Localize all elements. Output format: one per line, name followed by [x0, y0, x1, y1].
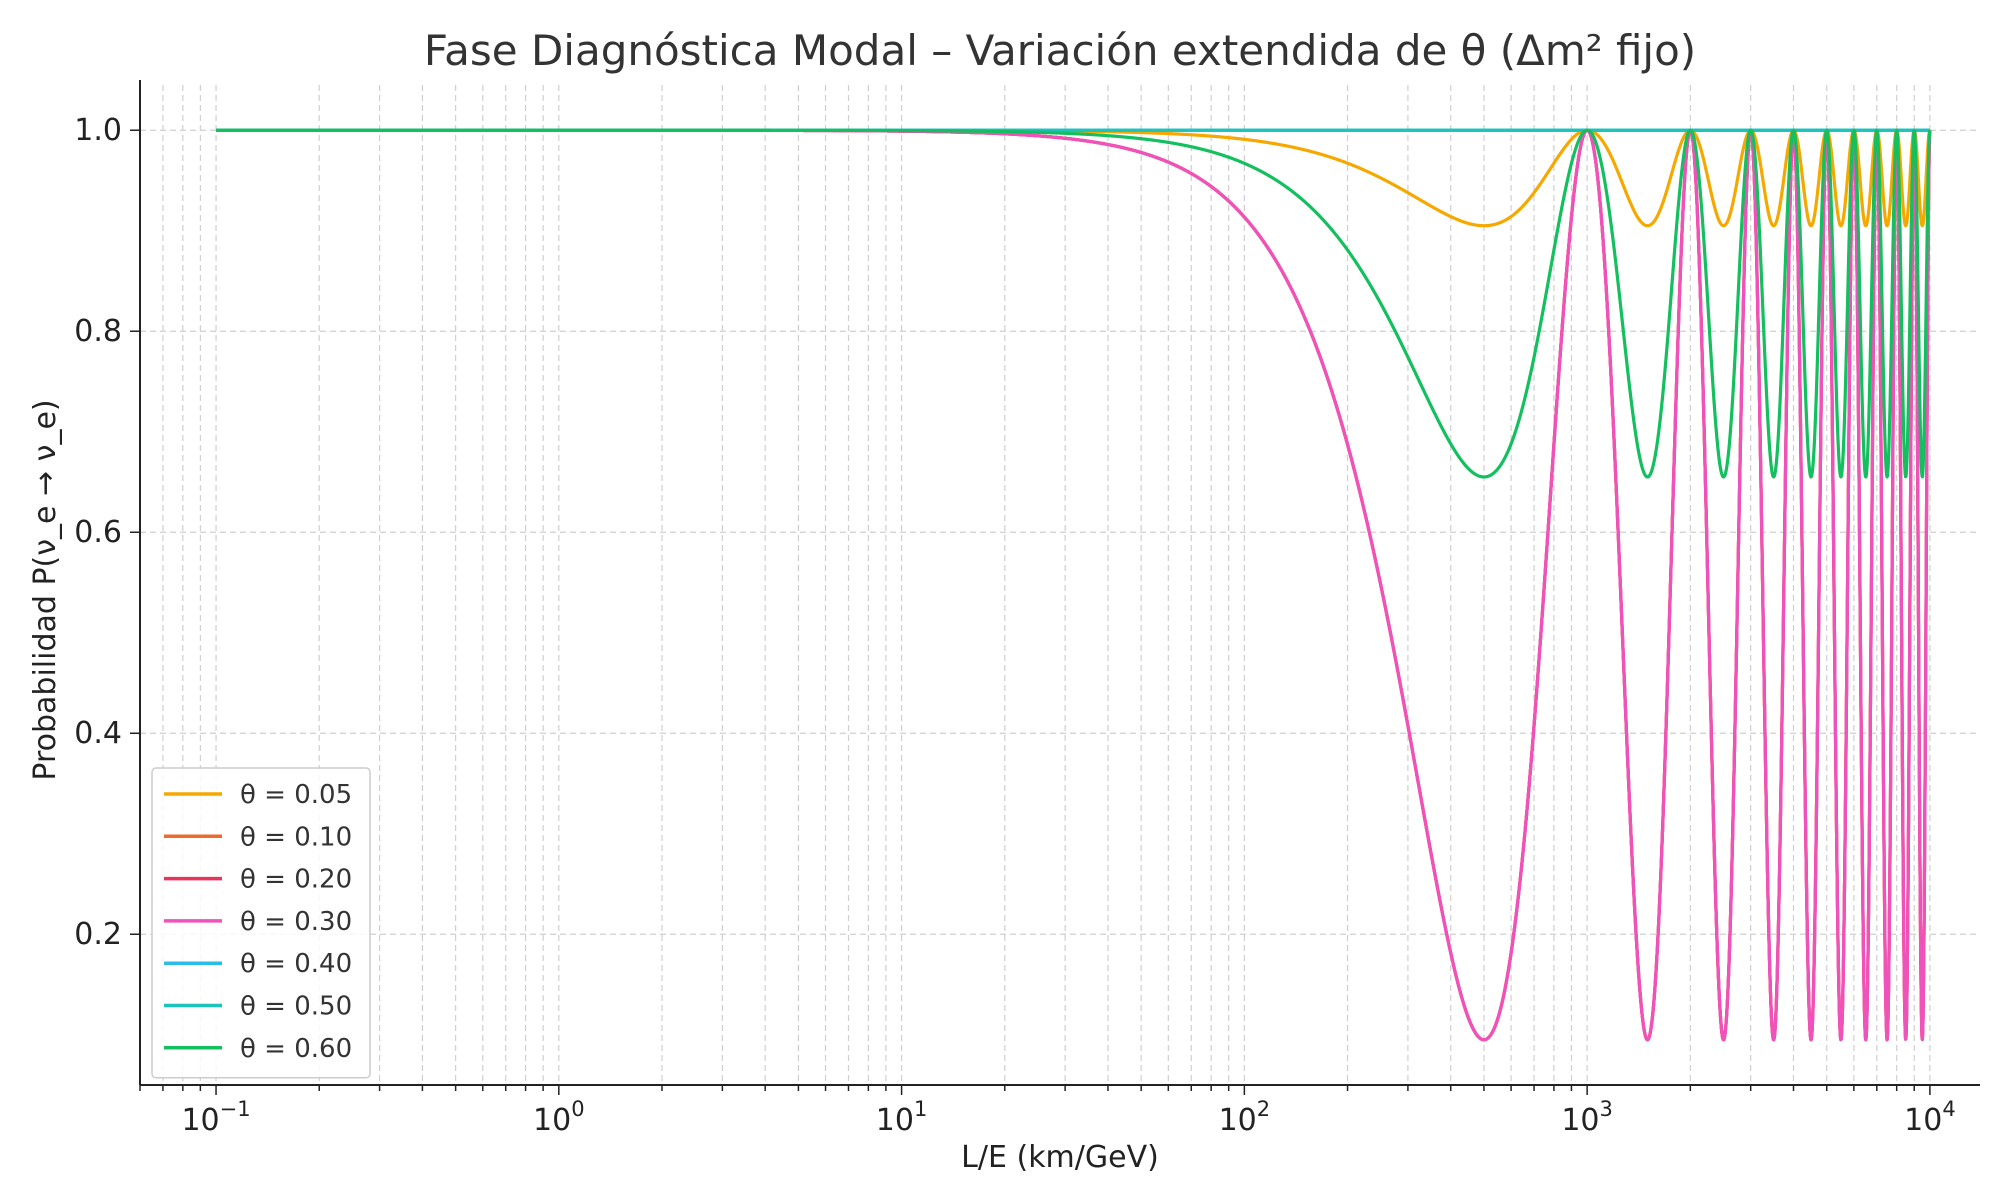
legend-label: θ = 0.20 — [240, 865, 352, 895]
chart-title: Fase Diagnóstica Modal – Variación exten… — [424, 26, 1696, 75]
legend-label: θ = 0.40 — [240, 949, 352, 979]
series-line — [214, 128, 1932, 479]
legend-label: θ = 0.50 — [240, 992, 352, 1022]
grid-lines — [139, 85, 1980, 1085]
tick-labels: 0.2 0.4 0.6 0.8 1.0 10−1 100 101 102 103 104 — [74, 113, 1955, 1138]
x-tick-label: 101 — [876, 1097, 928, 1138]
x-axis-label: L/E (km/GeV) — [961, 1140, 1159, 1175]
x-tick-label: 103 — [1561, 1097, 1613, 1138]
x-tick-label: 100 — [533, 1097, 585, 1138]
legend-label: θ = 0.05 — [240, 780, 352, 810]
series-line — [214, 128, 1932, 228]
axes — [130, 80, 1980, 1095]
y-tick-label: 0.2 — [74, 917, 122, 952]
y-tick-label: 0.6 — [74, 515, 122, 550]
x-tick-label: 10−1 — [181, 1097, 250, 1138]
y-tick-label: 0.8 — [74, 314, 122, 349]
series-lines — [214, 128, 1932, 1042]
x-tick-label: 102 — [1219, 1097, 1271, 1138]
y-tick-label: 0.4 — [74, 716, 122, 751]
legend-box — [151, 767, 371, 1079]
legend: θ = 0.05 θ = 0.10 θ = 0.20 θ = 0.30 θ = 0.40… — [151, 767, 371, 1079]
legend-label: θ = 0.30 — [240, 907, 352, 937]
x-tick-label: 104 — [1904, 1097, 1956, 1138]
legend-label: θ = 0.10 — [240, 822, 352, 852]
legend-label: θ = 0.60 — [240, 1034, 352, 1064]
y-tick-label: 1.0 — [74, 113, 122, 148]
y-axis-label: Probabilidad P(ν_e → ν_e) — [28, 399, 63, 780]
